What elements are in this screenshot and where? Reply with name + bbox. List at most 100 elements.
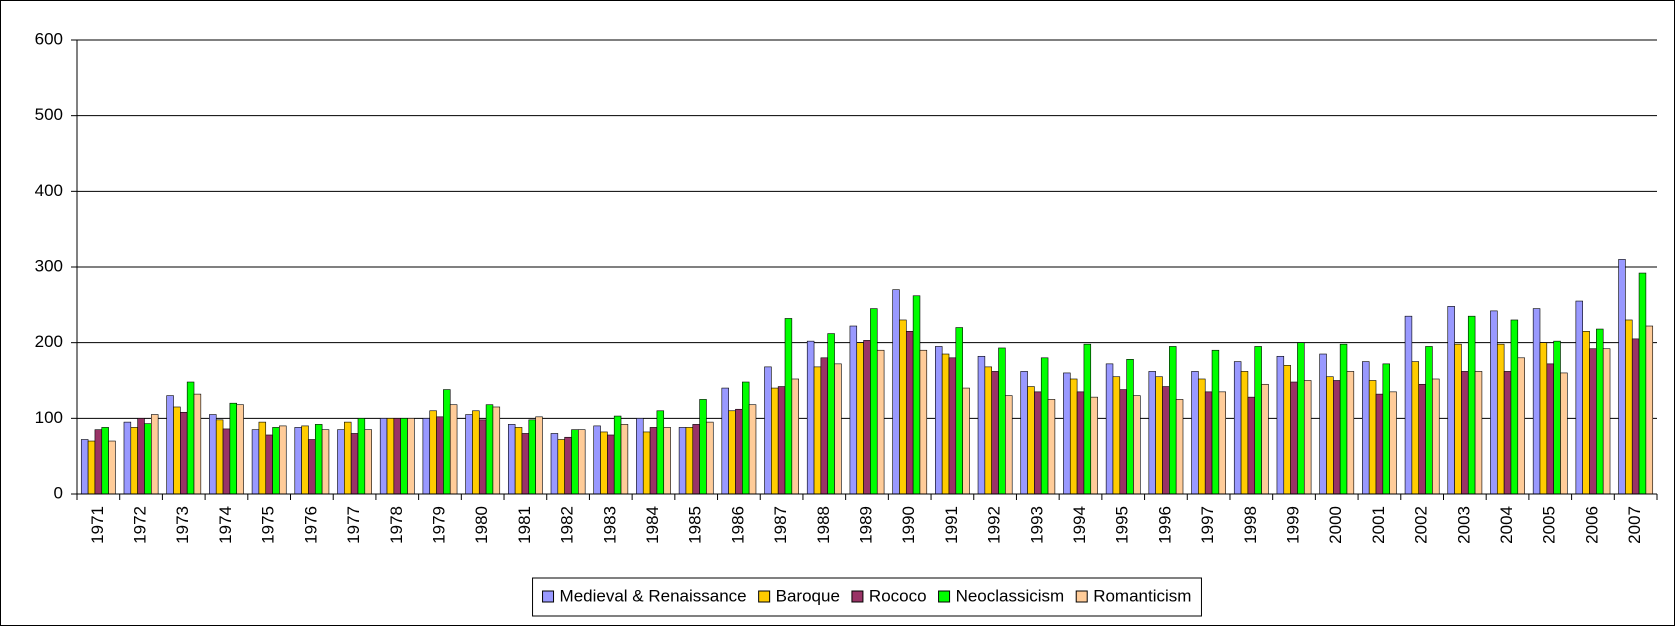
x-tick-label: 1992 — [985, 506, 1004, 544]
x-tick-label: 2006 — [1582, 506, 1601, 544]
bar — [998, 347, 1006, 495]
bar — [350, 433, 359, 495]
bar — [514, 427, 523, 495]
bar — [321, 429, 330, 495]
bar — [236, 404, 244, 495]
bar — [1618, 259, 1626, 495]
bar — [1346, 371, 1355, 495]
bar — [1162, 386, 1170, 495]
bar — [607, 434, 615, 495]
bar — [636, 418, 644, 495]
x-tick-label: 1987 — [771, 506, 790, 544]
bar — [948, 357, 957, 495]
bar — [620, 424, 629, 495]
bar — [962, 387, 970, 495]
bar — [137, 418, 145, 495]
x-tick-label: 1977 — [344, 506, 363, 544]
bar — [443, 389, 451, 495]
bar — [1560, 372, 1568, 495]
x-tick-label: 1979 — [429, 506, 448, 544]
bar — [912, 295, 921, 495]
legend-label: Rococo — [869, 586, 927, 605]
bar — [1503, 371, 1512, 495]
legend: Medieval & Renaissance Baroque Rococo Neocl… — [532, 577, 1202, 617]
bar — [692, 424, 700, 495]
bar — [1602, 348, 1611, 495]
bar — [849, 325, 858, 495]
x-tick-label: 1983 — [600, 506, 619, 544]
y-tick-label: 0 — [54, 483, 63, 502]
bar — [706, 421, 714, 495]
bar — [955, 327, 963, 495]
x-tick-label: 1988 — [814, 506, 833, 544]
bar — [1261, 383, 1269, 495]
x-tick-label: 2000 — [1326, 506, 1345, 544]
bar — [94, 429, 103, 495]
bar — [166, 395, 174, 495]
bar — [876, 349, 885, 495]
bar — [678, 427, 687, 495]
bar — [899, 319, 907, 495]
bar — [1276, 355, 1285, 495]
x-tick-label: 2005 — [1540, 506, 1559, 544]
bar — [905, 331, 914, 495]
legend-swatch — [851, 590, 864, 603]
bar — [258, 421, 267, 495]
bar — [215, 419, 224, 495]
bar — [735, 408, 743, 495]
x-tick-label: 2004 — [1497, 506, 1516, 544]
bar — [1339, 343, 1348, 495]
bar — [472, 410, 480, 495]
y-tick-label: 600 — [35, 29, 63, 48]
bar — [429, 410, 437, 495]
bar — [1474, 371, 1483, 495]
bar — [1467, 315, 1476, 495]
bar — [1175, 399, 1184, 495]
bar — [1233, 361, 1242, 495]
bar — [1133, 395, 1141, 495]
bar — [1425, 346, 1433, 495]
bar — [173, 406, 181, 495]
bar — [1112, 376, 1121, 495]
bar — [151, 414, 159, 495]
bar — [820, 357, 829, 495]
bar — [1362, 361, 1370, 495]
x-tick-label: 1978 — [387, 506, 406, 544]
bar — [1090, 396, 1098, 495]
bar — [407, 418, 415, 495]
bar — [492, 406, 501, 495]
bar — [593, 425, 601, 495]
bar — [528, 419, 536, 495]
bar — [1283, 365, 1291, 495]
x-tick-label: 1990 — [899, 506, 918, 544]
bar — [1027, 386, 1035, 495]
bar — [557, 439, 565, 495]
bar — [436, 416, 444, 495]
bar — [301, 425, 309, 495]
x-tick-label: 1973 — [173, 506, 192, 544]
bar — [314, 424, 323, 495]
bar — [186, 381, 195, 495]
bar — [856, 342, 864, 495]
bar — [108, 440, 116, 495]
bar — [1596, 328, 1604, 495]
bar — [1589, 348, 1597, 495]
bar — [357, 418, 366, 495]
bar — [777, 386, 786, 495]
bar — [1375, 393, 1384, 495]
x-tick-label: 1989 — [856, 506, 875, 544]
bar — [251, 429, 260, 495]
bar — [1005, 395, 1013, 495]
bar — [1496, 343, 1505, 495]
bar — [564, 436, 572, 495]
bar — [649, 427, 658, 495]
bar — [613, 415, 622, 495]
x-tick-label: 2007 — [1625, 506, 1644, 544]
bar — [265, 434, 273, 495]
x-tick-label: 1982 — [558, 506, 577, 544]
bar — [400, 418, 408, 495]
x-tick-label: 1998 — [1241, 506, 1260, 544]
bar — [1290, 381, 1298, 495]
x-tick-label: 2001 — [1369, 506, 1388, 544]
